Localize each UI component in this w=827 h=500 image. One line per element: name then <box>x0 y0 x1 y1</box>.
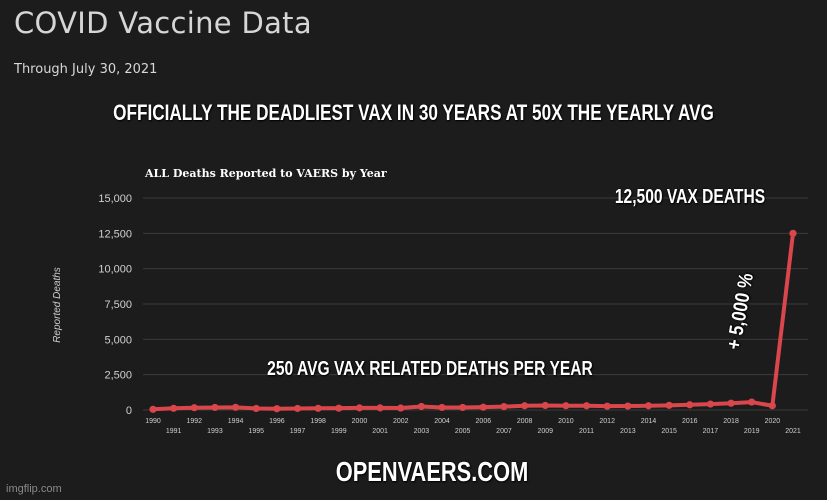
x-tick-label: 1999 <box>331 428 347 435</box>
data-point <box>335 404 343 412</box>
data-point <box>438 403 446 412</box>
x-tick-label: 2020 <box>765 418 781 425</box>
x-tick-label: 1997 <box>290 428 306 435</box>
y-tick-label: 2,500 <box>104 370 132 382</box>
x-tick-label: 2015 <box>661 428 677 435</box>
y-tick-label: 12,500 <box>98 228 132 240</box>
data-point <box>541 401 549 410</box>
x-tick-label: 2001 <box>372 428 388 435</box>
data-point <box>500 403 508 411</box>
x-tick-label: 1990 <box>145 418 161 425</box>
deaths-2021-caption: 12,500 VAX DEATHS <box>614 186 766 208</box>
x-tick-label: 2008 <box>517 418 533 425</box>
data-point <box>624 402 632 410</box>
x-tick-label: 2013 <box>620 428 636 435</box>
y-tick-labels: 0 2,500 5,000 7,500 10,000 12,500 15,000 <box>98 193 132 417</box>
x-tick-label: 2006 <box>476 418 492 425</box>
data-point <box>582 402 591 410</box>
x-tick-label: 2000 <box>352 418 368 425</box>
x-tick-label: 2003 <box>414 428 430 435</box>
data-point <box>562 402 570 410</box>
data-point <box>170 404 178 412</box>
data-point <box>686 401 694 409</box>
x-tick-label: 1995 <box>248 428 264 435</box>
y-tick-label: 0 <box>126 405 132 417</box>
x-tick-label: 2016 <box>682 418 698 425</box>
y-tick-label: 15,000 <box>98 193 132 205</box>
watermark: imgflip.com <box>6 483 62 495</box>
x-tick-label: 1992 <box>187 418 203 425</box>
y-tick-label: 10,000 <box>98 264 132 276</box>
data-point <box>727 399 735 407</box>
y-axis-label: Reported Deaths <box>52 267 63 343</box>
x-tick-label: 2012 <box>599 418 615 425</box>
headline-caption: OFFICIALLY THE DEADLIEST VAX IN 30 YEARS… <box>113 100 714 125</box>
data-point <box>376 404 384 412</box>
x-tick-label: 2017 <box>703 428 719 435</box>
x-tick-label: 1991 <box>166 428 182 435</box>
x-tick-label: 1996 <box>269 418 285 425</box>
x-tick-label: 2014 <box>641 418 657 425</box>
data-point <box>644 402 653 410</box>
data-point <box>149 405 157 413</box>
page-title: COVID Vaccine Data <box>14 6 312 40</box>
x-tick-label: 2018 <box>723 418 739 425</box>
x-tick-label: 2011 <box>579 428 594 435</box>
series-deaths <box>149 229 797 413</box>
data-point <box>603 402 611 410</box>
data-point <box>397 404 405 412</box>
x-tick-label: 1993 <box>207 428 223 435</box>
data-point <box>706 400 715 408</box>
x-tick-label: 2021 <box>785 428 801 435</box>
data-point <box>252 404 260 413</box>
x-tick-label: 1998 <box>310 418 326 425</box>
data-point <box>479 403 487 411</box>
data-point <box>459 403 467 412</box>
series-line <box>152 233 795 412</box>
data-point <box>768 402 776 410</box>
x-tick-label: 2005 <box>455 428 471 435</box>
data-point <box>190 404 198 412</box>
y-tick-label: 7,500 <box>104 299 132 311</box>
page-subtitle: Through July 30, 2021 <box>14 62 158 77</box>
footer-caption: OPENVAERS.COM <box>335 456 529 487</box>
data-point <box>273 405 281 413</box>
data-point <box>521 402 529 410</box>
data-point <box>789 229 797 237</box>
x-tick-label: 2019 <box>744 428 760 435</box>
x-tick-label: 2004 <box>434 418 450 425</box>
x-tick-label: 1994 <box>228 418 244 425</box>
data-point <box>293 404 302 413</box>
data-point <box>231 403 240 411</box>
x-tick-label: 2009 <box>537 428 553 435</box>
data-point <box>355 404 364 412</box>
x-tick-label: 2002 <box>393 418 409 425</box>
chart-title: ALL Deaths Reported to VAERS by Year <box>144 167 387 180</box>
x-tick-labels: 1990 1991 1992 1993 1994 1995 1996 1997 1998 1999… <box>145 418 801 435</box>
data-point <box>748 398 756 406</box>
gridlines <box>143 197 808 411</box>
data-point <box>665 401 673 409</box>
x-tick-label: 2010 <box>558 418 574 425</box>
data-point <box>211 403 219 412</box>
data-point <box>417 402 425 411</box>
y-tick-label: 5,000 <box>104 334 132 346</box>
x-tick-label: 2007 <box>496 428 512 435</box>
data-point <box>314 404 322 412</box>
average-caption: 250 AVG VAX RELATED DEATHS PER YEAR <box>267 358 593 380</box>
